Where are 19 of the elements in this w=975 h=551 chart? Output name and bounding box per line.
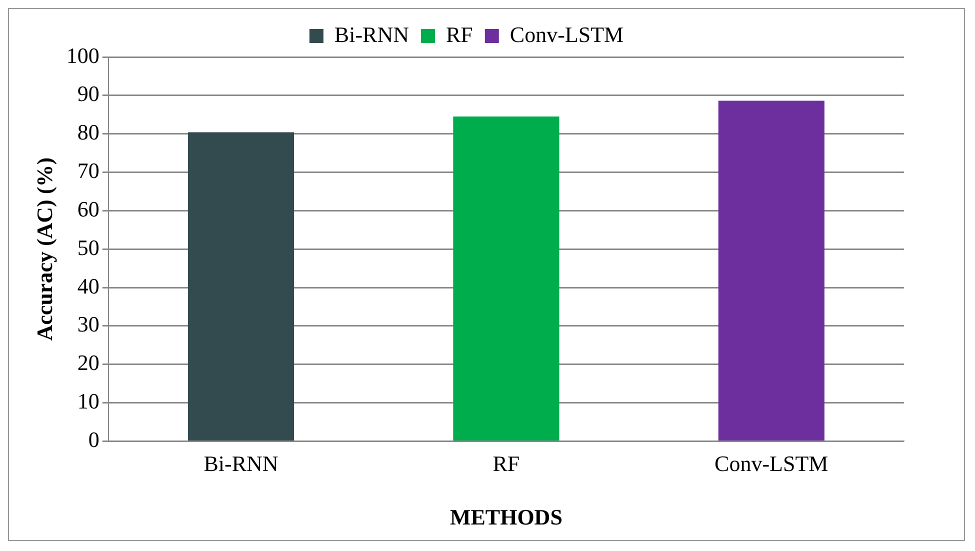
y-axis-title: Accuracy (AC) (%) — [32, 157, 57, 341]
y-tick-label: 20 — [77, 350, 100, 376]
legend-label: Bi-RNN — [334, 22, 410, 47]
y-tick-label: 90 — [77, 81, 100, 106]
y-tick-label: 100 — [66, 42, 100, 68]
y-tick-label: 0 — [88, 426, 100, 452]
y-tick-label: 10 — [77, 388, 100, 414]
x-tick-label: Bi-RNN — [204, 451, 278, 476]
y-tick-label: 60 — [77, 196, 100, 222]
legend-label: Conv-LSTM — [510, 22, 624, 47]
x-tick-label: RF — [492, 451, 520, 476]
y-tick-label: 80 — [77, 120, 100, 145]
y-tick-label: 70 — [77, 158, 100, 184]
y-tick-label: 50 — [77, 234, 100, 260]
legend-label: RF — [446, 22, 473, 47]
x-axis-title: METHODS — [450, 504, 562, 530]
y-tick-label: 40 — [77, 273, 100, 298]
y-tick-label: 30 — [77, 312, 100, 337]
x-tick-label: Conv-LSTM — [714, 451, 828, 476]
